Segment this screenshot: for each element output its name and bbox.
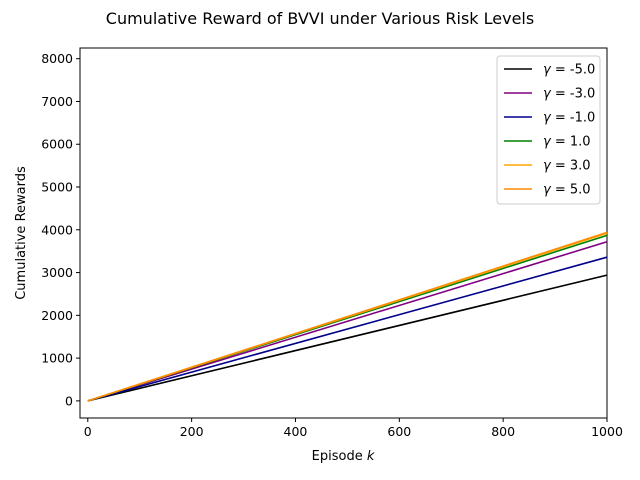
- legend-value: -3.0: [570, 87, 595, 102]
- x-tick-label: 1000: [591, 424, 623, 439]
- legend-value: 5.0: [570, 183, 591, 198]
- x-axis: 0 200 400 600 800 1000: [84, 418, 623, 439]
- y-tick-label: 2000: [41, 308, 73, 323]
- y-axis-label: Cumulative Rewards: [14, 166, 29, 300]
- y-axis: 0 1000 2000 3000 4000 5000 6000 7000 8000: [41, 51, 80, 408]
- legend-eq: =: [551, 63, 570, 78]
- y-tick-label: 3000: [41, 265, 73, 280]
- legend-symbol: γ: [543, 159, 552, 174]
- series-line: [87, 256, 608, 402]
- series-line: [87, 231, 608, 402]
- legend-eq: =: [551, 159, 570, 174]
- legend-symbol: γ: [543, 111, 552, 126]
- legend-label: γ = -5.0: [543, 63, 595, 78]
- x-tick-label: 200: [180, 424, 204, 439]
- series-line: [87, 274, 608, 402]
- x-tick-label: 0: [84, 424, 92, 439]
- legend: γ = -5.0γ = -3.0γ = -1.0γ = 1.0γ = 3.0γ …: [496, 55, 601, 205]
- legend-value: -5.0: [570, 63, 595, 78]
- y-tick-label: 1000: [41, 351, 73, 366]
- y-tick-label: 7000: [41, 94, 73, 109]
- legend-value: 3.0: [570, 159, 591, 174]
- x-tick-label: 800: [491, 424, 515, 439]
- legend-eq: =: [551, 111, 570, 126]
- y-tick-label: 6000: [41, 137, 73, 152]
- y-tick-label: 4000: [41, 222, 73, 237]
- legend-value: 1.0: [570, 135, 591, 150]
- legend-label: γ = -3.0: [543, 87, 595, 102]
- x-axis-label: Episode k: [312, 449, 375, 464]
- legend-label: γ = 5.0: [543, 183, 591, 198]
- legend-eq: =: [551, 87, 570, 102]
- legend-symbol: γ: [543, 63, 552, 78]
- y-tick-label: 0: [65, 393, 73, 408]
- y-tick-label: 8000: [41, 51, 73, 66]
- legend-eq: =: [551, 135, 570, 150]
- legend-value: -1.0: [570, 111, 595, 126]
- legend-symbol: γ: [543, 183, 552, 198]
- legend-label: γ = -1.0: [543, 111, 595, 126]
- x-axis-label-text: Episode: [312, 449, 367, 464]
- x-axis-label-var: k: [367, 449, 375, 464]
- x-tick-label: 400: [284, 424, 308, 439]
- legend-label: γ = 3.0: [543, 159, 591, 174]
- legend-eq: =: [551, 183, 570, 198]
- chart-title: Cumulative Reward of BVVI under Various …: [106, 9, 534, 28]
- y-tick-label: 5000: [41, 180, 73, 195]
- legend-symbol: γ: [543, 135, 552, 150]
- legend-symbol: γ: [543, 87, 552, 102]
- legend-label: γ = 1.0: [543, 135, 591, 150]
- x-tick-label: 600: [387, 424, 411, 439]
- series-lines: [87, 231, 608, 402]
- series-line: [87, 241, 608, 402]
